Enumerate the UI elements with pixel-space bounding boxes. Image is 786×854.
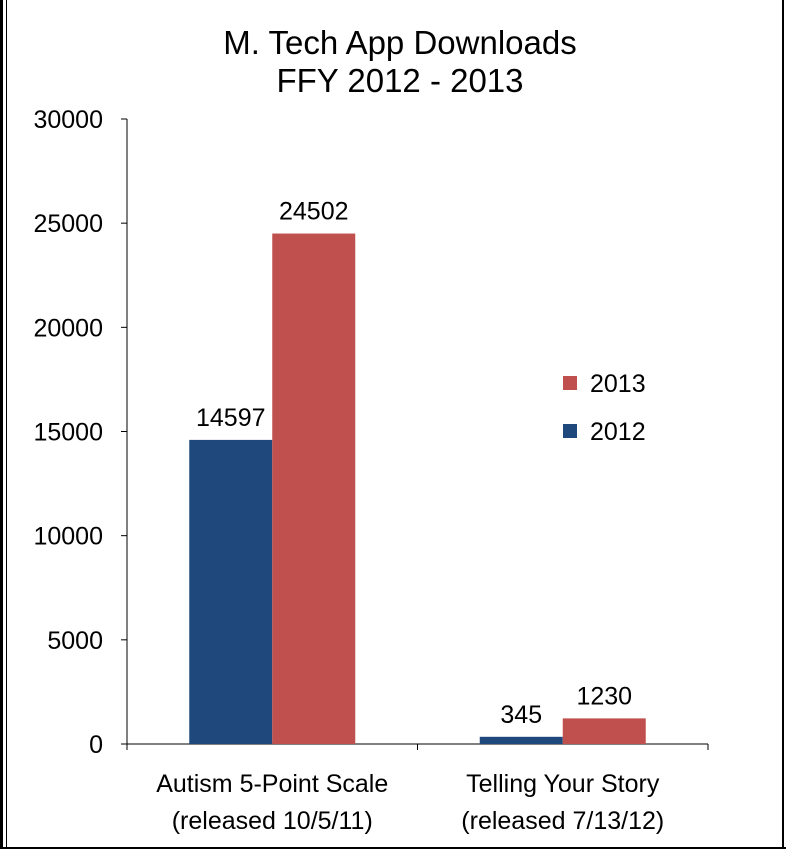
bar-2013 [272, 233, 356, 744]
bar-2012 [479, 736, 563, 744]
chart-legend: 2013 2012 [563, 370, 646, 446]
y-tick-label: 5000 [47, 627, 103, 655]
data-label: 1230 [576, 682, 632, 710]
chart-category-labels: Autism 5-Point Scale (released 10/5/11) Te… [156, 770, 664, 835]
legend-swatch-2013 [563, 376, 577, 390]
bar-2013 [562, 718, 646, 744]
bar-2012 [189, 439, 273, 744]
legend-label: 2012 [590, 418, 646, 446]
legend-label: 2013 [590, 370, 646, 398]
frame-border-left-inner [6, 0, 7, 849]
legend-swatch-2012 [563, 424, 577, 438]
data-label: 24502 [279, 198, 349, 226]
y-tick-label: 30000 [33, 106, 103, 134]
chart-title-line: M. Tech App Downloads [223, 24, 576, 61]
y-tick-label: 25000 [33, 210, 103, 238]
x-category-label: Autism 5-Point Scale [156, 770, 388, 798]
frame-border-bottom [0, 847, 786, 849]
data-label: 14597 [196, 404, 266, 432]
x-category-label: (released 7/13/12) [461, 807, 664, 835]
y-tick-label: 20000 [33, 314, 103, 342]
x-category-label: (released 10/5/11) [172, 807, 373, 835]
chart-data-labels: 14597 24502 345 1230 [196, 198, 632, 729]
data-label: 345 [500, 701, 542, 729]
y-tick-label: 10000 [33, 523, 103, 551]
frame-border-left [0, 0, 3, 849]
chart-title-line: FFY 2012 - 2013 [276, 62, 523, 99]
frame-border-right [782, 0, 784, 849]
chart-axes: 0 5000 10000 15000 20000 25000 30000 [33, 106, 709, 759]
y-tick-label: 0 [89, 731, 103, 759]
chart-bars [189, 233, 646, 744]
x-category-label: Telling Your Story [466, 770, 660, 798]
y-tick-label: 15000 [33, 419, 103, 447]
